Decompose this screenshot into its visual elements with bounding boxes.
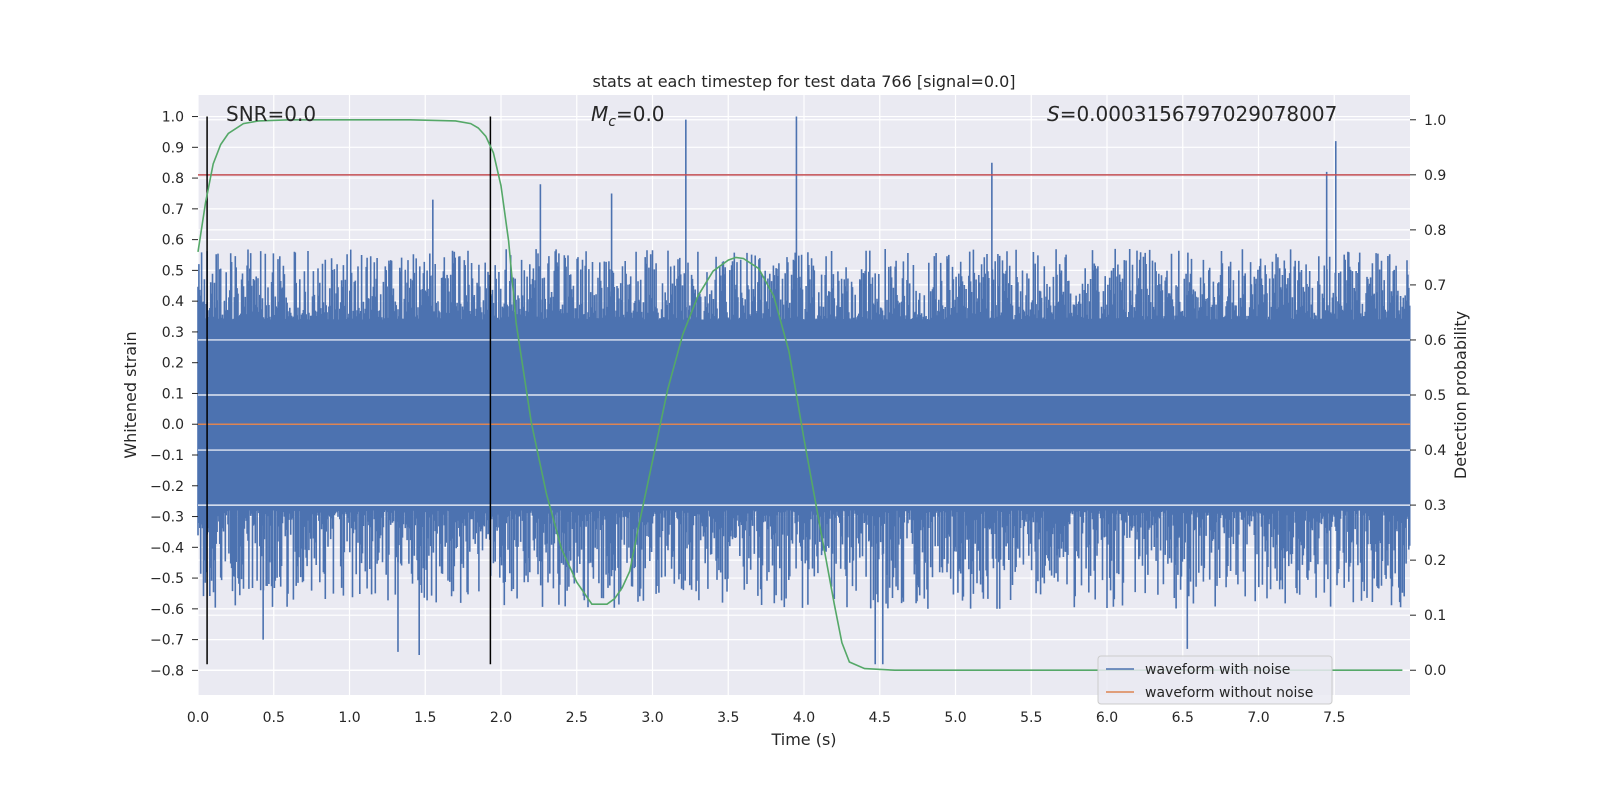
legend: waveform with noise waveform without noi… xyxy=(1097,655,1333,705)
y-right-tick-label: 0.9 xyxy=(1424,168,1446,184)
y-right-tick-label: 0.2 xyxy=(1424,553,1446,569)
y-right-tick-label: 0.6 xyxy=(1424,333,1446,349)
y-right-tick-label: 0.1 xyxy=(1424,608,1446,624)
y-tick-label: −0.7 xyxy=(150,633,184,649)
y-right-tick-label: 1.0 xyxy=(1424,113,1446,129)
y-tick-label: 0.3 xyxy=(162,325,184,341)
y-axis-label: Whitened strain xyxy=(121,331,140,458)
mc-subscript: c xyxy=(608,114,616,130)
y-right-tick-label: 0.4 xyxy=(1424,443,1446,459)
x-tick-label: 7.0 xyxy=(1247,710,1269,726)
snr-annotation: SNR=0.0 xyxy=(226,102,316,126)
x-tick-label: 3.5 xyxy=(717,710,739,726)
x-tick-label: 4.5 xyxy=(869,710,891,726)
y-right-tick-label: 0.7 xyxy=(1424,278,1446,294)
axes: 0.0 0.5 1.0 1.5 2.0 2.5 3.0 3.5 4.0 4.5 5.0 5.5 6.0 6… xyxy=(150,110,1446,726)
y-tick-label: 0.4 xyxy=(162,294,184,310)
x-tick-label: 6.5 xyxy=(1172,710,1194,726)
y-tick-label: 0.6 xyxy=(162,233,184,249)
x-tick-label: 7.5 xyxy=(1323,710,1345,726)
s-value: =0.0003156797029078007 xyxy=(1060,102,1338,126)
x-tick-label: 6.0 xyxy=(1096,710,1118,726)
x-tick-label: 1.5 xyxy=(414,710,436,726)
y-tick-label: 0.0 xyxy=(162,417,184,433)
x-tick-label: 0.5 xyxy=(263,710,285,726)
mc-symbol: M xyxy=(591,102,608,126)
legend-label-noise: waveform with noise xyxy=(1145,662,1290,678)
y-right-axis-label: Detection probability xyxy=(1451,311,1470,479)
y-right-tick-label: 0.5 xyxy=(1424,388,1446,404)
y-tick-label: −0.1 xyxy=(150,448,184,464)
y-tick-label: 0.7 xyxy=(162,202,184,218)
y-right-tick-label: 0.0 xyxy=(1424,663,1446,679)
y-tick-label: 0.5 xyxy=(162,263,184,279)
x-axis-label: Time (s) xyxy=(770,730,836,749)
mc-annotation: Mc=0.0 xyxy=(591,102,665,130)
x-tick-label: 0.0 xyxy=(187,710,209,726)
y-tick-label: 0.8 xyxy=(162,171,184,187)
x-tick-label: 4.0 xyxy=(793,710,815,726)
y-tick-label: −0.4 xyxy=(150,540,184,556)
x-tick-label: 5.0 xyxy=(944,710,966,726)
s-symbol: S xyxy=(1047,102,1060,126)
chart-title: stats at each timestep for test data 766… xyxy=(592,72,1015,91)
y-tick-label: 0.1 xyxy=(162,386,184,402)
x-tick-label: 5.5 xyxy=(1020,710,1042,726)
probability-line xyxy=(197,119,1403,672)
x-tick-label: 2.0 xyxy=(490,710,512,726)
y-tick-label: −0.8 xyxy=(150,663,184,679)
mc-value: =0.0 xyxy=(616,102,665,126)
y-right-tick-label: 0.3 xyxy=(1424,498,1446,514)
y-tick-label: 1.0 xyxy=(162,110,184,126)
x-tick-label: 1.0 xyxy=(338,710,360,726)
y-tick-label: −0.3 xyxy=(150,510,184,526)
y-tick-label: −0.2 xyxy=(150,479,184,495)
noise-band xyxy=(198,319,1410,511)
y-tick-label: −0.5 xyxy=(150,571,184,587)
y-tick-label: 0.9 xyxy=(162,140,184,156)
y-tick-label: −0.6 xyxy=(150,602,184,618)
x-tick-label: 3.0 xyxy=(641,710,663,726)
line-series xyxy=(197,116,1410,672)
s-annotation: S=0.0003156797029078007 xyxy=(1047,102,1337,126)
legend-box xyxy=(1097,655,1333,705)
y-right-tick-label: 0.8 xyxy=(1424,223,1446,239)
x-tick-label: 2.5 xyxy=(566,710,588,726)
legend-label-clean: waveform without noise xyxy=(1145,685,1313,701)
y-tick-label: 0.2 xyxy=(162,356,184,372)
noise-series xyxy=(197,116,1411,665)
